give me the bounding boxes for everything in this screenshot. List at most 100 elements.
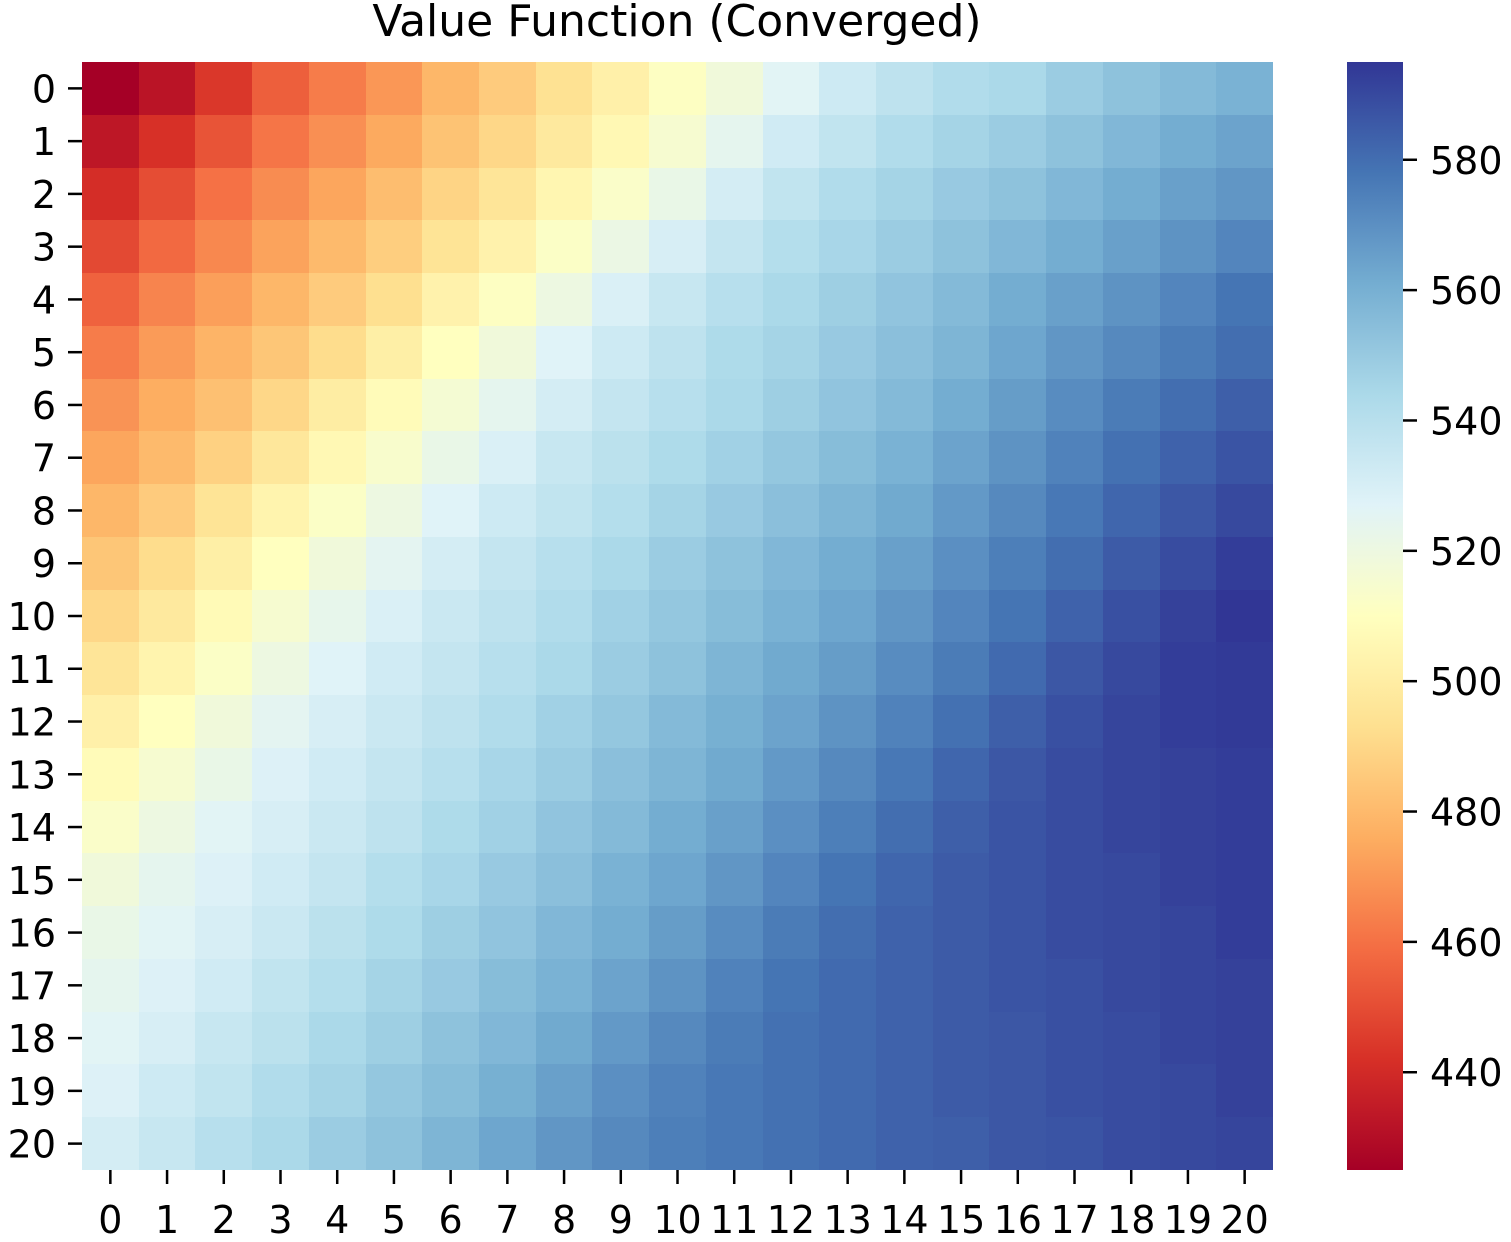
heatmap-cell xyxy=(933,62,989,115)
heatmap-cell xyxy=(763,695,819,748)
x-tick-label: 8 xyxy=(552,1198,576,1242)
heatmap-cell xyxy=(989,379,1046,431)
y-tick-label: 14 xyxy=(8,806,56,850)
heatmap-cell xyxy=(252,431,309,484)
heatmap-cell xyxy=(819,590,876,642)
heatmap-cell xyxy=(82,695,139,748)
heatmap-cell xyxy=(649,906,706,959)
heatmap-cell xyxy=(933,590,989,642)
heatmap-cell xyxy=(1160,642,1216,695)
x-tick-label: 18 xyxy=(1107,1198,1155,1242)
heatmap-cell xyxy=(876,959,933,1012)
heatmap-cell xyxy=(933,1117,989,1170)
heatmap-cell xyxy=(422,326,479,379)
heatmap-cell xyxy=(309,1012,366,1064)
heatmap-cell xyxy=(1046,484,1103,537)
heatmap-cell xyxy=(1046,1117,1103,1170)
heatmap-cell xyxy=(706,484,763,537)
heatmap-cell xyxy=(1216,1064,1273,1117)
y-tick-label: 13 xyxy=(8,753,56,797)
y-tick-label: 2 xyxy=(32,173,56,217)
heatmap-cell xyxy=(819,431,876,484)
heatmap-cell xyxy=(876,431,933,484)
heatmap-cell xyxy=(252,62,309,115)
y-tick-label: 16 xyxy=(8,912,56,956)
heatmap-cell xyxy=(195,326,252,379)
heatmap-cell xyxy=(366,642,422,695)
heatmap-cell xyxy=(252,801,309,853)
heatmap-cell xyxy=(1046,1064,1103,1117)
heatmap-cell xyxy=(1103,1064,1160,1117)
heatmap-cell xyxy=(1160,1012,1216,1064)
heatmap-cell xyxy=(933,379,989,431)
heatmap-cell xyxy=(763,273,819,326)
heatmap-cell xyxy=(195,1012,252,1064)
heatmap-cell xyxy=(1046,642,1103,695)
heatmap-cell xyxy=(479,220,536,273)
heatmap-cell xyxy=(82,906,139,959)
heatmap-cell xyxy=(422,959,479,1012)
heatmap-cell xyxy=(592,801,649,853)
heatmap-cell xyxy=(1046,537,1103,590)
heatmap-cell xyxy=(763,748,819,801)
heatmap-cell xyxy=(82,959,139,1012)
heatmap-cell xyxy=(649,1012,706,1064)
heatmap-cell xyxy=(139,695,195,748)
heatmap-cell xyxy=(706,1064,763,1117)
heatmap-cell xyxy=(252,590,309,642)
heatmap-cell xyxy=(252,326,309,379)
heatmap-cell xyxy=(536,801,592,853)
heatmap-cell xyxy=(763,1012,819,1064)
heatmap-cell xyxy=(706,906,763,959)
heatmap-cell xyxy=(309,695,366,748)
heatmap-cell xyxy=(1216,590,1273,642)
heatmap-cell xyxy=(195,115,252,168)
heatmap-cell xyxy=(1103,115,1160,168)
heatmap-cell xyxy=(422,62,479,115)
heatmap-cell xyxy=(1216,906,1273,959)
x-tick-label: 1 xyxy=(155,1198,179,1242)
heatmap-cell xyxy=(536,590,592,642)
heatmap-cell xyxy=(989,590,1046,642)
heatmap-cell xyxy=(933,484,989,537)
heatmap-cell xyxy=(479,62,536,115)
heatmap-cell xyxy=(763,115,819,168)
heatmap-cell xyxy=(763,326,819,379)
heatmap-cell xyxy=(252,115,309,168)
heatmap-cell xyxy=(82,168,139,220)
heatmap-cell xyxy=(876,115,933,168)
heatmap-cell xyxy=(82,379,139,431)
x-tick-label: 17 xyxy=(1050,1198,1098,1242)
heatmap-cell xyxy=(252,484,309,537)
heatmap-cell xyxy=(82,62,139,115)
heatmap-cell xyxy=(876,1064,933,1117)
heatmap-cell xyxy=(1216,62,1273,115)
heatmap-cell xyxy=(989,642,1046,695)
heatmap-cell xyxy=(649,537,706,590)
y-tick-label: 18 xyxy=(8,1017,56,1061)
heatmap-cell xyxy=(933,695,989,748)
heatmap-cell xyxy=(82,590,139,642)
y-tick-label: 10 xyxy=(8,595,56,639)
heatmap-cell xyxy=(876,220,933,273)
heatmap-cell xyxy=(933,853,989,906)
heatmap-cell xyxy=(139,1064,195,1117)
heatmap-cell xyxy=(82,484,139,537)
heatmap-cell xyxy=(592,168,649,220)
heatmap-cell xyxy=(1160,220,1216,273)
heatmap-cell xyxy=(933,537,989,590)
heatmap-cell xyxy=(82,537,139,590)
heatmap-cell xyxy=(1160,748,1216,801)
heatmap-cell xyxy=(309,168,366,220)
heatmap-cell xyxy=(422,695,479,748)
heatmap-cell xyxy=(592,220,649,273)
heatmap-cell xyxy=(1216,273,1273,326)
heatmap-cell xyxy=(366,1117,422,1170)
heatmap-cell xyxy=(1216,115,1273,168)
heatmap-cell xyxy=(1046,906,1103,959)
heatmap-cell xyxy=(1046,326,1103,379)
heatmap-cell xyxy=(195,537,252,590)
heatmap-cell xyxy=(536,379,592,431)
heatmap-cell xyxy=(479,115,536,168)
heatmap-cell xyxy=(649,1117,706,1170)
